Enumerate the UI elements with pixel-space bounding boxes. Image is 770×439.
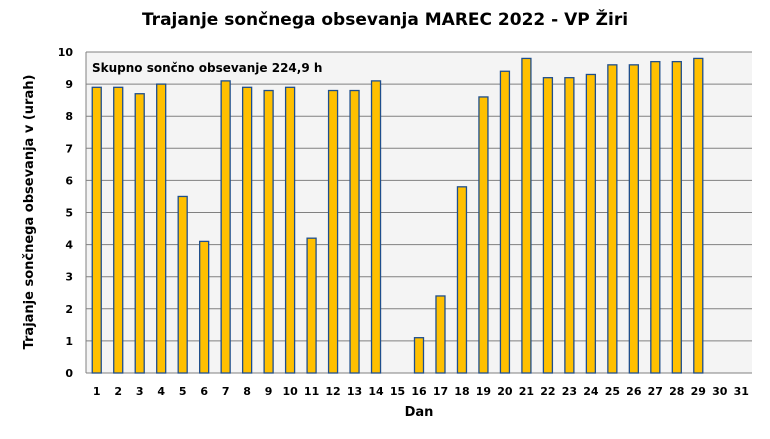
bar-day-4 [156, 83, 167, 374]
bar-day-13 [349, 89, 360, 374]
chart-title: Trajanje sončnega obsevanja MAREC 2022 -… [141, 10, 629, 30]
y-tick-label: 0 [65, 367, 73, 380]
x-tick-label: 23 [562, 385, 577, 398]
y-tick-label: 7 [65, 142, 73, 155]
x-tick-label: 31 [734, 385, 749, 398]
bar-day-10 [284, 86, 296, 374]
bar-day-24 [585, 73, 597, 374]
bar-day-2 [113, 86, 124, 374]
bar-day-28 [671, 60, 682, 374]
x-tick-label: 29 [691, 385, 706, 398]
bar-day-16 [413, 337, 425, 374]
x-tick-label: 16 [411, 385, 427, 398]
bar-day-26 [628, 64, 639, 374]
y-tick-label: 1 [65, 335, 73, 348]
bar-day-29 [693, 57, 704, 374]
y-tick-label: 3 [65, 271, 73, 284]
bar-day-14 [370, 80, 382, 374]
x-axis-label: Dan [405, 405, 434, 420]
x-tick-label: 26 [626, 385, 642, 398]
bar-day-27 [650, 60, 661, 374]
x-tick-label: 7 [222, 385, 230, 398]
bar-day-6 [199, 240, 210, 374]
y-tick-label: 6 [65, 174, 73, 187]
x-tick-label: 3 [136, 385, 144, 398]
y-tick-label: 8 [65, 110, 73, 123]
bar-day-23 [564, 77, 575, 374]
x-tick-label: 15 [390, 385, 405, 398]
x-tick-label: 4 [157, 385, 165, 398]
y-tick-label: 2 [65, 303, 73, 316]
x-tick-label: 8 [243, 385, 251, 398]
x-tick-label: 24 [583, 385, 599, 398]
bar-day-3 [134, 93, 145, 374]
bar-day-12 [327, 89, 339, 374]
x-tick-label: 1 [93, 385, 101, 398]
bar-day-19 [478, 96, 489, 374]
bar-day-8 [241, 86, 253, 374]
bar-day-17 [435, 295, 446, 374]
x-tick-label: 25 [605, 385, 620, 398]
bar-day-25 [607, 64, 618, 374]
bar-day-11 [306, 237, 317, 374]
x-tick-label: 21 [519, 385, 534, 398]
bar-day-5 [177, 195, 188, 374]
y-tick-label: 4 [65, 239, 73, 252]
x-tick-label: 17 [433, 385, 448, 398]
x-tick-label: 28 [669, 385, 684, 398]
x-tick-label: 19 [476, 385, 491, 398]
x-tick-label: 30 [712, 385, 728, 398]
bar-day-7 [220, 80, 231, 374]
x-tick-label: 12 [325, 385, 340, 398]
x-tick-label: 9 [265, 385, 273, 398]
x-tick-label: 13 [347, 385, 362, 398]
y-tick-label: 10 [58, 46, 74, 59]
bar-day-1 [91, 86, 102, 374]
x-tick-label: 14 [368, 385, 384, 398]
x-tick-label: 5 [179, 385, 187, 398]
x-tick-label: 2 [114, 385, 122, 398]
x-tick-label: 27 [648, 385, 663, 398]
bar-day-21 [521, 57, 532, 374]
bar-day-18 [456, 186, 468, 374]
y-tick-label: 5 [65, 207, 73, 220]
x-tick-label: 18 [454, 385, 469, 398]
bar-day-9 [263, 89, 274, 374]
x-tick-label: 11 [304, 385, 319, 398]
x-tick-label: 10 [282, 385, 298, 398]
x-tick-label: 20 [497, 385, 513, 398]
bar-day-20 [499, 70, 511, 374]
x-tick-label: 6 [200, 385, 208, 398]
total-annotation: Skupno sončno obsevanje 224,9 h [92, 61, 322, 75]
bar-day-22 [542, 77, 554, 374]
y-axis-label: Trajanje sončnega obsevanja v (urah) [22, 75, 37, 350]
x-tick-label: 22 [540, 385, 555, 398]
y-tick-label: 9 [65, 78, 73, 91]
